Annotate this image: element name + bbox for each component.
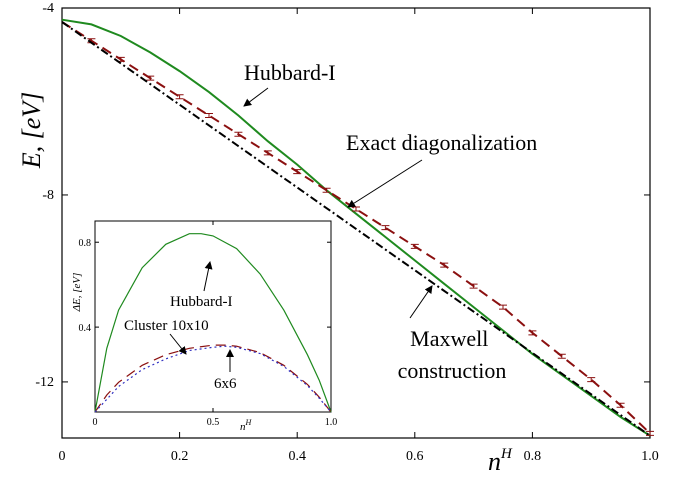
main-x-tick-label-5: 1.0: [641, 449, 659, 464]
main-x-tick-label-3: 0.6: [406, 449, 424, 464]
inset-series-line-0: [94, 233, 332, 413]
inset-x-axis-label-base: n: [240, 421, 246, 433]
inset-y-tick-label-0: 0.4: [79, 323, 92, 334]
inset-annotation-hubbard-arrow: [203, 261, 213, 292]
y-axis-label: E, [eV]: [17, 92, 46, 170]
main-data-point-1-14: [469, 283, 478, 289]
inset-x-tick-label-2: 1.0: [325, 417, 338, 428]
inset-y-axis-label: ΔE, [eV]: [71, 273, 83, 313]
x-axis-label-sup: H: [500, 446, 513, 462]
main-data-point-1-15: [499, 304, 507, 310]
main-x-tick-label-2: 0.4: [288, 449, 306, 464]
x-axis-label: nH: [488, 446, 513, 476]
main-y-tick-label-0: -12: [35, 375, 54, 390]
main-data-point-1-3: [146, 75, 155, 81]
annotation-maxwell-main: Maxwell construction: [398, 326, 507, 383]
inset-x-tick-label-0: 0: [93, 417, 98, 428]
main-y-tick-label-1: -8: [42, 188, 54, 203]
annotation-hubbard-main: Hubbard-I: [244, 60, 336, 85]
main-plot-frame: [61, 7, 651, 439]
inset-series-line-1: [94, 344, 332, 413]
main-data-point-1-8: [293, 169, 302, 175]
annotation-maxwell-line2: construction: [398, 358, 507, 383]
main-data-point-1-12: [410, 243, 419, 249]
inset-annotation-cluster-arrow: [169, 333, 187, 355]
main-series-line-1: [61, 21, 651, 435]
inset-y-tick-label-1: 0.8: [79, 238, 92, 249]
main-data-point-1-4: [175, 94, 184, 100]
main-series-line-2: [61, 21, 651, 437]
inset-x-axis-label: nH: [240, 418, 253, 433]
main-data-point-1-6: [234, 131, 243, 137]
main-data-point-1-16: [528, 330, 537, 336]
inset-x-tick-label-1: 0.5: [207, 417, 220, 428]
main-data-point-1-11: [381, 225, 390, 231]
inset-annotation-6x6: 6x6: [214, 376, 237, 392]
main-data-point-1-7: [263, 150, 272, 156]
inset-annotation-cluster: Cluster 10x10: [124, 318, 209, 334]
main-data-point-1-9: [322, 187, 331, 193]
main-data-point-1-20: [646, 430, 654, 436]
annotation-hubbard-arrow: [243, 87, 269, 107]
main-data-point-1-13: [440, 262, 449, 268]
annotation-exact-main: Exact diagonalization: [346, 130, 537, 155]
annotation-maxwell-line1: Maxwell: [410, 326, 488, 351]
inset-annotation-hubbard: Hubbard-I: [170, 294, 232, 310]
main-x-tick-label-1: 0.2: [171, 449, 189, 464]
main-x-tick-label-4: 0.8: [524, 449, 542, 464]
inset-frame: [94, 220, 332, 413]
annotation-maxwell-arrow: [409, 285, 433, 319]
main-data-point-1-17: [557, 353, 566, 359]
main-data-point-1-5: [205, 113, 213, 118]
inset-x-axis-label-sup: H: [245, 418, 253, 427]
main-data-point-1-18: [587, 377, 596, 383]
annotation-exact-arrow: [347, 159, 423, 208]
x-axis-label-base: n: [488, 447, 501, 476]
main-y-tick-label-2: -4: [42, 1, 54, 16]
main-x-tick-label-0: 0: [59, 449, 66, 464]
main-data-point-1-19: [616, 402, 625, 408]
